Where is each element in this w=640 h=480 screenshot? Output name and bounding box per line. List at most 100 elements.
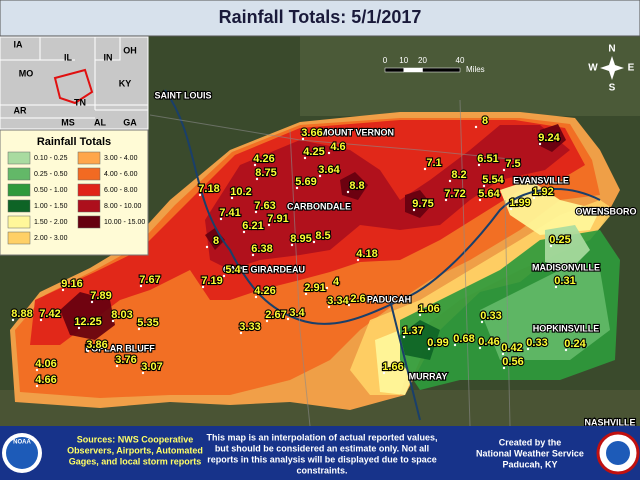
state-label: KY (119, 78, 132, 88)
station-dot (412, 208, 416, 212)
noaa-logo-text: NOAA (13, 440, 31, 446)
rainfall-value: 7.5 (505, 158, 520, 170)
station-dot (304, 292, 308, 296)
scale-tick-label: 20 (418, 56, 427, 65)
rainfall-value: 4.66 (35, 374, 56, 386)
station-dot (482, 184, 486, 188)
station-dot (39, 318, 43, 322)
legend-swatch (77, 151, 101, 165)
rainfall-value: 7.41 (219, 207, 240, 219)
sources-text: Gages, and local storm reports (69, 456, 202, 466)
rainfall-value: 3.4 (289, 307, 305, 319)
station-dot (356, 258, 360, 262)
rainfall-contour (405, 190, 432, 218)
station-dot (474, 125, 478, 129)
station-dot (255, 177, 259, 181)
station-dot (201, 285, 205, 289)
station-dot (230, 196, 234, 200)
legend-label: 10.00 - 15.00 (104, 219, 145, 226)
sources-text: Observers, Airports, Automated (67, 445, 203, 455)
scale-segment (384, 67, 404, 73)
compass-letter: N (608, 44, 615, 55)
station-dot (382, 371, 386, 375)
station-dot (11, 318, 15, 322)
rainfall-contour (205, 228, 225, 250)
compass-needle (600, 64, 624, 72)
rainfall-value: 0.68 (453, 333, 474, 345)
rainfall-value: 4.06 (35, 358, 56, 370)
station-dot (346, 190, 350, 194)
rainfall-value: 3.33 (239, 321, 260, 333)
station-dot (251, 253, 255, 257)
state-label: MO (19, 68, 34, 78)
river (389, 299, 421, 421)
station-dot (254, 210, 258, 214)
state-label: GA (123, 117, 137, 127)
scale-tick-label: 40 (456, 56, 465, 65)
legend-swatch (7, 215, 31, 229)
legend-swatch (7, 183, 31, 197)
compass-letter: S (609, 83, 616, 94)
rainfall-value: 0.99 (427, 337, 448, 349)
rainfall-value: 7.67 (139, 274, 160, 286)
sources-text: Sources: NWS Cooperative (77, 434, 194, 444)
rainfall-value: 1.92 (532, 186, 553, 198)
city-label: OWENSBORO (575, 206, 636, 216)
state-label: TN (74, 97, 86, 107)
station-dot (141, 371, 145, 375)
rainfall-value: 0.33 (480, 310, 501, 322)
rainfall-value: 0.25 (549, 234, 570, 246)
station-dot (554, 285, 558, 289)
station-dot (478, 198, 482, 202)
disclaimer-text: but should be considered an estimate onl… (215, 443, 429, 453)
river (164, 89, 601, 325)
rainfall-contour (545, 225, 590, 270)
station-dot (427, 347, 431, 351)
terrain (300, 36, 640, 116)
city-label: MOUNT VERNON (320, 127, 394, 137)
rainfall-contour (205, 125, 570, 270)
rainfall-contour (480, 270, 610, 360)
station-dot (86, 349, 90, 353)
city-label: CARBONDALE (287, 201, 351, 211)
rainfall-value: 5.69 (295, 176, 316, 188)
inset-region (53, 68, 94, 105)
rainfall-value: 2.6 (350, 293, 365, 305)
rainfall-value: 4 (333, 276, 340, 288)
rainfall-value: 2.91 (304, 282, 325, 294)
rainfall-value: 4.26 (253, 153, 274, 165)
rainfall-value: 3.76 (115, 354, 136, 366)
station-dot (549, 244, 553, 248)
rainfall-value: 4.25 (303, 146, 324, 158)
rainfall-value: 9.24 (538, 132, 560, 144)
rainfall-value: 10.2 (230, 186, 251, 198)
scale-tick-label: 0 (383, 56, 388, 65)
station-dot (295, 186, 299, 190)
state-label: IA (14, 39, 24, 49)
rainfall-value: 8.75 (255, 167, 276, 179)
rainfall-value: 7.42 (39, 308, 60, 320)
title: Rainfall Totals: 5/1/2017 (219, 7, 422, 27)
legend-swatch (77, 215, 101, 229)
station-dot (90, 300, 94, 304)
rainfall-value: 1.99 (509, 197, 530, 209)
station-dot (242, 230, 246, 234)
rainfall-value: 1.06 (418, 303, 439, 315)
rainfall-value: 3.64 (318, 164, 340, 176)
rainfall-value: 8.2 (451, 169, 466, 181)
rainfall-value: 1.66 (382, 361, 403, 373)
station-dot (327, 151, 331, 155)
state-line (0, 37, 148, 119)
station-dot (480, 320, 484, 324)
station-dot (532, 196, 536, 200)
noaa-logo (6, 437, 38, 469)
station-dot (418, 313, 422, 317)
rainfall-value: 1.37 (402, 325, 423, 337)
city-label: EVANSVILLE (513, 175, 569, 185)
credit-text: Paducah, KY (502, 459, 557, 469)
state-label: MS (61, 117, 75, 127)
rainfall-value: 7.19 (201, 275, 222, 287)
rainfall-value: 8.95 (290, 233, 311, 245)
